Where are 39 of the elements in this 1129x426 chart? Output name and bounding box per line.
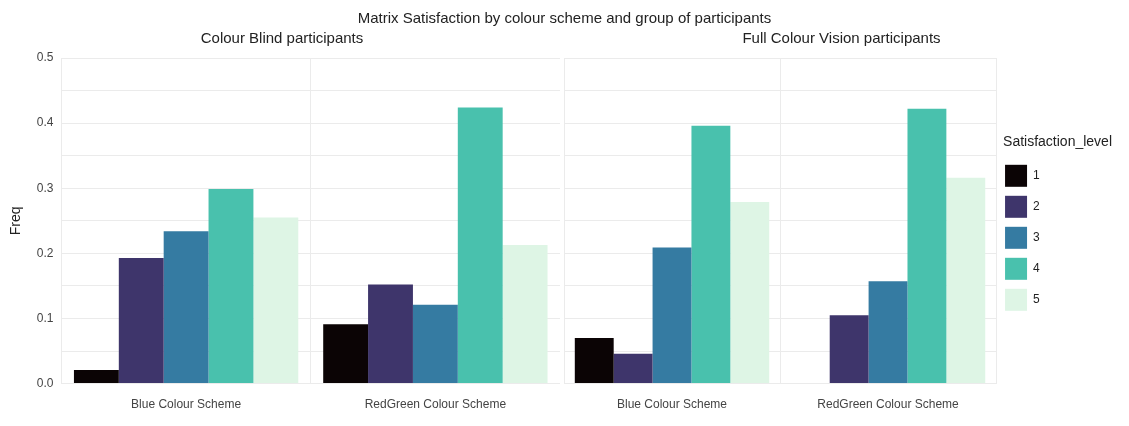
x-tick-label: RedGreen Colour Scheme <box>817 397 960 412</box>
bar <box>323 324 369 384</box>
bar <box>73 369 119 384</box>
x-tick-label: Blue Colour Scheme <box>131 397 242 412</box>
legend-label: 4 <box>1033 261 1041 276</box>
bar <box>502 244 548 384</box>
bar <box>946 177 986 384</box>
bar <box>457 107 503 384</box>
x-tick-label: RedGreen Colour Scheme <box>364 397 507 412</box>
chart-subtitle: Colour Blind participants <box>200 29 364 47</box>
bar <box>574 338 614 384</box>
bar <box>868 281 908 384</box>
bar <box>613 353 653 384</box>
bar <box>829 315 869 384</box>
y-tick-label: 0.5 <box>36 50 54 65</box>
y-axis-title: Freq <box>7 206 24 236</box>
bar <box>253 217 299 384</box>
bar <box>412 304 458 384</box>
y-tick-label: 0.3 <box>36 180 54 195</box>
bar <box>208 188 254 384</box>
bar <box>652 247 692 384</box>
y-tick-label: 0.4 <box>36 115 54 130</box>
legend-title: Satisfaction_level <box>1003 132 1112 149</box>
bar <box>691 125 731 384</box>
y-tick-label: 0.2 <box>36 245 54 260</box>
bar <box>163 231 209 384</box>
bar <box>730 201 770 384</box>
legend-label: 5 <box>1033 292 1041 307</box>
chart-subtitle: Full Colour Vision participants <box>742 29 941 47</box>
y-tick-label: 0.0 <box>36 375 54 390</box>
legend-label: 1 <box>1033 168 1041 183</box>
x-tick-label: Blue Colour Scheme <box>616 397 728 412</box>
bar <box>118 257 164 384</box>
legend-label: 2 <box>1033 199 1041 214</box>
legend-label: 3 <box>1033 230 1041 245</box>
bar <box>368 284 413 384</box>
y-tick-label: 0.1 <box>36 310 54 325</box>
chart-title: Matrix Satisfaction by colour scheme and group of participants <box>356 8 773 28</box>
bar <box>907 108 947 384</box>
